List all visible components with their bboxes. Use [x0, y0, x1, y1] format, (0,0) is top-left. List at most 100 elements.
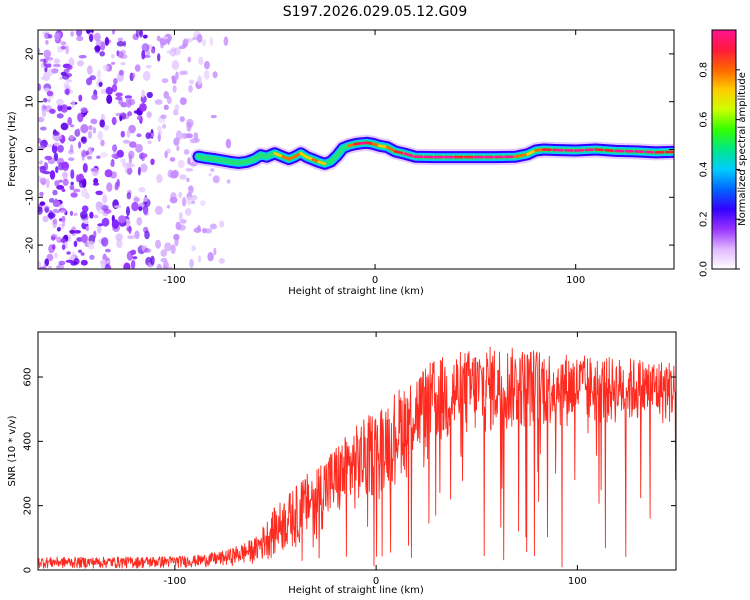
noise-speckle	[83, 219, 89, 225]
noise-speckle	[44, 155, 53, 161]
noise-speckle	[55, 265, 62, 269]
noise-speckle	[115, 92, 123, 97]
noise-speckle	[53, 63, 61, 68]
noise-speckle	[80, 252, 85, 256]
noise-speckle	[141, 89, 145, 98]
noise-speckle	[150, 158, 155, 165]
noise-speckle	[57, 103, 63, 112]
noise-speckle	[157, 53, 161, 62]
noise-speckle	[127, 235, 135, 240]
noise-speckle	[193, 132, 199, 140]
noise-speckle	[84, 192, 90, 200]
noise-speckle	[105, 86, 114, 95]
noise-speckle	[55, 166, 59, 174]
noise-speckle	[45, 178, 50, 189]
noise-speckle	[38, 206, 43, 215]
noise-speckle	[91, 94, 98, 101]
noise-speckle	[59, 76, 63, 80]
noise-speckle	[118, 215, 127, 224]
noise-speckle	[157, 125, 162, 132]
noise-speckle	[43, 58, 47, 67]
noise-speckle	[101, 237, 109, 247]
noise-speckle	[135, 143, 143, 153]
noise-speckle	[120, 158, 126, 163]
noise-speckle	[201, 39, 207, 47]
noise-speckle	[209, 223, 217, 230]
noise-speckle	[113, 78, 118, 85]
noise-speckle	[52, 218, 58, 225]
noise-speckle	[193, 227, 202, 233]
noise-speckle	[80, 107, 88, 113]
noise-speckle	[210, 114, 217, 119]
noise-speckle	[95, 190, 103, 196]
noise-speckle	[164, 242, 172, 252]
noise-speckle	[69, 144, 74, 153]
noise-speckle	[58, 260, 66, 266]
noise-speckle	[113, 205, 122, 209]
track-peak-segment	[634, 150, 658, 154]
noise-speckle	[78, 94, 83, 102]
noise-speckle	[56, 157, 65, 166]
noise-speckle	[200, 200, 206, 207]
noise-speckle	[95, 39, 103, 47]
noise-speckle	[106, 182, 113, 192]
noise-speckle	[82, 163, 88, 173]
colorbar: 0.0 0.2 0.4 0.6 0.8 Normalized spectral ampl…	[699, 29, 748, 277]
track-peak-segment	[554, 148, 578, 152]
noise-speckle	[60, 209, 66, 214]
noise-speckle	[175, 71, 179, 80]
track-peak-segment	[526, 149, 537, 156]
noise-speckle	[93, 32, 101, 42]
track-peak-segment	[317, 160, 327, 166]
noise-speckle	[128, 225, 132, 234]
noise-speckle	[138, 30, 144, 38]
noise-speckle	[183, 70, 188, 75]
noise-speckle	[41, 108, 47, 118]
noise-speckle	[187, 157, 191, 165]
noise-speckle	[39, 266, 47, 269]
y-tick-label: -10	[25, 189, 36, 205]
noise-speckle	[90, 118, 98, 125]
noise-speckle	[179, 116, 185, 123]
noise-speckle	[60, 104, 69, 113]
spectrogram-x-label: Height of straight line (km)	[288, 286, 424, 297]
noise-speckle	[54, 252, 58, 259]
noise-speckle	[65, 79, 73, 83]
noise-speckle	[47, 212, 56, 219]
noise-speckle	[116, 41, 125, 47]
noise-speckle	[54, 33, 60, 41]
noise-speckle	[120, 61, 126, 66]
noise-speckle	[70, 181, 74, 186]
noise-speckle	[68, 157, 75, 162]
y-tick-label: 10	[25, 95, 36, 108]
noise-speckle	[137, 166, 141, 176]
noise-speckle	[56, 113, 64, 119]
noise-speckle	[154, 99, 163, 105]
noise-speckle	[174, 104, 180, 111]
noise-speckle	[69, 134, 75, 140]
noise-speckle	[78, 54, 87, 59]
noise-speckle	[145, 132, 152, 140]
noise-speckle	[170, 244, 176, 255]
noise-speckle	[141, 43, 150, 52]
noise-speckle	[162, 123, 167, 129]
noise-speckle	[74, 230, 81, 234]
noise-speckle	[67, 117, 73, 126]
noise-speckle	[63, 68, 70, 74]
noise-speckle	[49, 170, 56, 180]
noise-speckle	[101, 217, 110, 227]
noise-speckle	[39, 191, 44, 197]
noise-speckle	[46, 90, 54, 97]
noise-speckle	[87, 146, 94, 155]
noise-speckle	[141, 49, 146, 60]
noise-speckle	[97, 223, 104, 227]
noise-speckle	[89, 33, 94, 43]
noise-speckle	[118, 69, 124, 76]
noise-speckle	[117, 37, 124, 42]
noise-speckle	[182, 38, 189, 47]
noise-speckle	[39, 201, 46, 206]
noise-speckle	[86, 155, 93, 160]
noise-speckle	[186, 196, 193, 206]
noise-speckle	[46, 253, 54, 262]
noise-speckle	[124, 95, 133, 99]
